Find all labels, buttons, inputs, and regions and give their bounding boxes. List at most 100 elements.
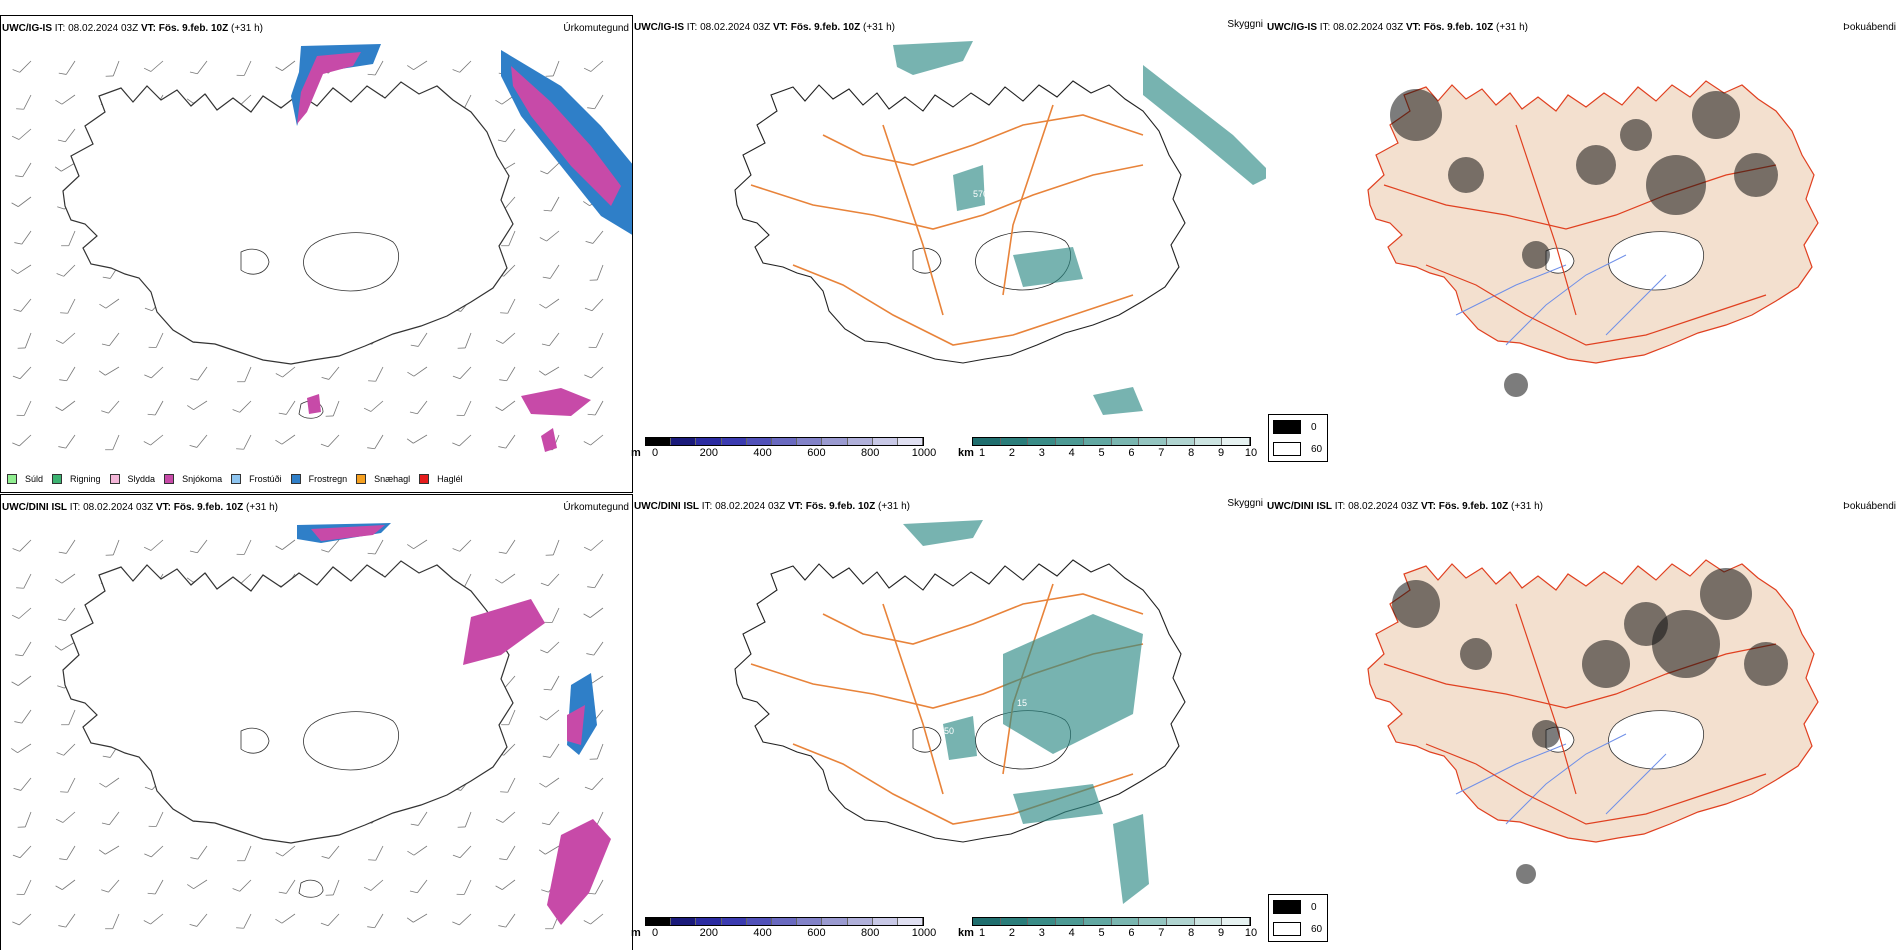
wind-barb bbox=[367, 434, 384, 450]
wind-barb bbox=[275, 434, 296, 445]
wind-barb bbox=[321, 845, 340, 859]
panel-header: UWC/DINI ISL IT: 08.02.2024 03Z VT: Fös.… bbox=[1267, 501, 1543, 512]
wind-barb bbox=[495, 400, 516, 411]
elevation-label: 15 bbox=[1025, 213, 1035, 223]
wind-barb bbox=[55, 94, 76, 105]
wind-barb bbox=[105, 60, 120, 77]
wind-barb bbox=[499, 366, 516, 382]
scale-bin bbox=[1028, 918, 1057, 925]
wind-barb bbox=[498, 434, 516, 449]
wind-barb bbox=[588, 332, 604, 348]
elevation-label: 705 bbox=[975, 668, 990, 678]
legend-swatch bbox=[52, 474, 63, 484]
map-layer: 570 324 15 1250 bbox=[734, 41, 1266, 415]
field-name: Úrkomutegund bbox=[563, 23, 629, 34]
wind-barb bbox=[542, 264, 560, 279]
low-visibility-area bbox=[943, 716, 977, 760]
scale-bin bbox=[1111, 918, 1140, 925]
wind-barb bbox=[57, 128, 76, 143]
wind-barb bbox=[143, 60, 164, 72]
visibility-scale: km 1 2 3 4 5 6 7 8 9 10 bbox=[958, 437, 1265, 461]
elevation-label: 570 bbox=[973, 189, 988, 199]
wind-barb bbox=[542, 743, 560, 758]
wind-barb bbox=[275, 366, 296, 378]
fog-area bbox=[1744, 642, 1788, 686]
wind-barb bbox=[17, 332, 32, 349]
wind-barb bbox=[410, 332, 428, 347]
fog-area bbox=[1460, 638, 1492, 670]
wind-barb bbox=[367, 913, 384, 929]
river bbox=[1455, 743, 1567, 795]
scale-bin bbox=[1222, 438, 1251, 445]
legend-item: Frostregn bbox=[290, 474, 347, 484]
wind-barb bbox=[540, 573, 560, 587]
scale-bin bbox=[1166, 918, 1195, 925]
coastline bbox=[62, 81, 514, 365]
wind-barb bbox=[583, 607, 604, 618]
elevation-label: 1250 bbox=[931, 373, 951, 383]
legend-label: Rigning bbox=[70, 474, 101, 484]
scale-bin bbox=[646, 438, 672, 445]
scale-bin bbox=[872, 438, 898, 445]
wind-barb bbox=[143, 539, 164, 551]
legend-swatch bbox=[419, 474, 430, 484]
fog-key-swatch bbox=[1273, 442, 1301, 456]
scale-tick-label: 9 bbox=[1218, 447, 1225, 459]
scale-unit: km bbox=[958, 447, 974, 459]
wind-barb bbox=[583, 539, 604, 551]
wind-barb bbox=[457, 332, 472, 349]
wind-barb bbox=[54, 162, 76, 172]
wind-barb bbox=[452, 434, 472, 447]
wind-barb bbox=[11, 128, 32, 140]
scale-tick-label: 800 bbox=[861, 927, 880, 939]
wind-barb bbox=[143, 913, 164, 925]
scale-tick-label: 600 bbox=[807, 447, 826, 459]
snow-area bbox=[541, 428, 557, 452]
glacier-outline bbox=[240, 727, 270, 754]
wind-barb bbox=[17, 811, 32, 828]
wind-barb bbox=[589, 264, 604, 281]
coastline bbox=[62, 560, 514, 844]
wind-barb bbox=[499, 845, 516, 861]
fog-area bbox=[1532, 720, 1560, 748]
panel-header: UWC/IG-IS IT: 08.02.2024 03Z VT: Fös. 9.… bbox=[634, 22, 895, 33]
wind-barb bbox=[189, 913, 208, 927]
wind-barb bbox=[584, 298, 604, 312]
wind-barb bbox=[452, 845, 472, 859]
panel-precip-type-igis: UWC/IG-IS IT: 08.02.2024 03Z VT: Fös. 9.… bbox=[0, 15, 633, 493]
wind-barb bbox=[12, 60, 32, 73]
wind-barb bbox=[11, 743, 32, 754]
fog-area bbox=[1392, 580, 1440, 628]
scale-bin bbox=[1166, 438, 1195, 445]
wind-barb bbox=[457, 811, 472, 828]
elevation-scale: m 0 200 400 600 800 1000 bbox=[631, 437, 938, 461]
wind-barb bbox=[540, 641, 560, 654]
wind-barb bbox=[55, 879, 76, 890]
wind-barb bbox=[321, 366, 340, 380]
glacier-outline bbox=[975, 231, 1071, 291]
wind-barb bbox=[368, 366, 384, 382]
map-layer bbox=[11, 523, 611, 930]
wind-barb bbox=[325, 400, 340, 417]
iceland-map bbox=[11, 523, 611, 930]
wind-barb bbox=[587, 879, 604, 895]
low-visibility-area bbox=[1113, 814, 1149, 904]
scale-tick-label: 400 bbox=[753, 927, 772, 939]
legend-swatch bbox=[7, 474, 17, 484]
fog-area bbox=[1692, 91, 1740, 139]
wind-barb bbox=[14, 230, 32, 245]
wind-barb bbox=[236, 434, 252, 450]
fog-area bbox=[1576, 145, 1616, 185]
scale-bin bbox=[646, 918, 672, 925]
scale-bin bbox=[746, 918, 772, 925]
wind-barb bbox=[368, 845, 384, 861]
scale-colorbar bbox=[972, 917, 1251, 926]
wind-barb bbox=[101, 811, 120, 826]
scale-bin bbox=[847, 438, 873, 445]
scale-bin bbox=[797, 438, 823, 445]
scale-bin bbox=[1083, 438, 1112, 445]
snow-area bbox=[297, 52, 361, 124]
fog-key-label: 0 bbox=[1311, 421, 1317, 433]
scale-bin bbox=[771, 438, 798, 445]
wind-barb bbox=[543, 196, 560, 212]
